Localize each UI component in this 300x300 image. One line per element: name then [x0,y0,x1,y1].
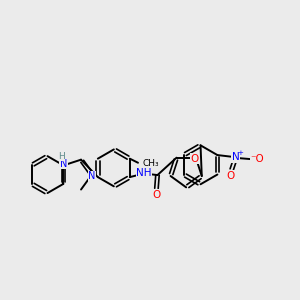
Text: N: N [232,152,240,162]
Text: N: N [88,171,96,181]
Text: NH: NH [136,168,152,178]
Text: H: H [58,152,65,160]
Text: +: + [237,150,243,156]
Text: ⁻O: ⁻O [250,154,264,164]
Text: O: O [191,154,199,164]
Text: CH₃: CH₃ [142,159,159,168]
Text: N: N [60,159,67,169]
Text: O: O [226,171,235,181]
Text: O: O [152,190,160,200]
